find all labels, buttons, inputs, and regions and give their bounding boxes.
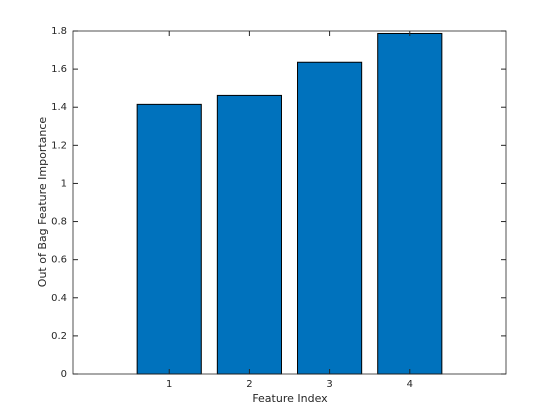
y-tick-label: 1.6 (51, 64, 67, 75)
y-tick-label: 0.4 (51, 293, 67, 304)
y-tick-label: 0.6 (51, 255, 67, 266)
y-tick-label: 1.2 (51, 140, 67, 151)
y-tick-label: 1.4 (51, 102, 67, 113)
y-axis-label: Out of Bag Feature Importance (36, 117, 49, 288)
bar (136, 103, 202, 375)
bar (297, 61, 363, 375)
y-tick-label: 0 (61, 369, 67, 380)
bar (377, 32, 443, 375)
y-tick-label: 1 (61, 178, 67, 189)
x-tick-label: 4 (407, 379, 413, 390)
axes-box (72, 30, 507, 375)
x-tick-label: 3 (326, 379, 332, 390)
y-tick-label: 0.2 (51, 331, 67, 342)
bar (216, 94, 282, 375)
x-tick-label: 2 (246, 379, 252, 390)
y-tick-label: 0.8 (51, 217, 67, 228)
x-tick-label: 1 (166, 379, 172, 390)
y-tick-label: 1.8 (51, 26, 67, 37)
x-axis-label: Feature Index (252, 392, 328, 405)
